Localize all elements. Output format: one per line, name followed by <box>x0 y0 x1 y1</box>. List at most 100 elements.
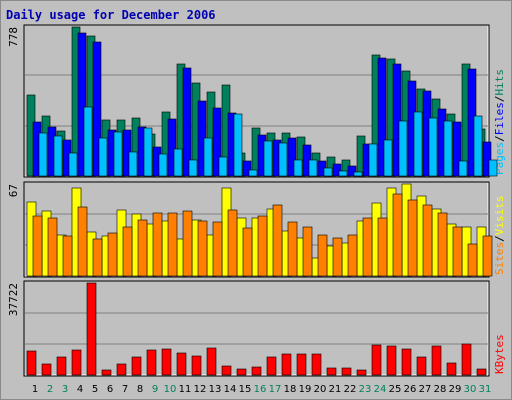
bar-sites-day-18 <box>287 221 298 277</box>
x-label-day-15: 15 <box>239 384 252 395</box>
panel-visits-sites: 67 Sites/Visits <box>7 181 506 278</box>
legend-hits-files-pages: Pages/Files/Hits <box>493 69 506 175</box>
bar-pages-day-16 <box>263 140 273 177</box>
bar-sites-day-28 <box>437 212 448 277</box>
bar-sites-day-19 <box>302 226 313 277</box>
bar-kbytes-day-17 <box>266 356 277 376</box>
bar-kbytes-day-15 <box>236 368 247 376</box>
bar-sites-day-3 <box>62 235 73 277</box>
x-label-day-23: 23 <box>359 384 372 395</box>
bar-pages-day-30 <box>473 115 483 177</box>
bar-sites-day-21 <box>332 237 343 277</box>
legend-visits-sites: Sites/Visits <box>493 196 506 276</box>
bar-pages-day-10 <box>173 148 183 177</box>
bar-pages-day-1 <box>38 132 48 177</box>
bar-sites-day-23 <box>362 217 373 277</box>
bar-sites-day-6 <box>107 232 118 277</box>
x-label-day-20: 20 <box>314 384 327 395</box>
bar-kbytes-day-7 <box>116 363 127 376</box>
bar-sites-day-17 <box>272 204 283 277</box>
legend-entry: / <box>493 135 506 142</box>
bar-files-day-22 <box>347 165 357 177</box>
bar-kbytes-day-22 <box>341 367 352 376</box>
bar-sites-day-20 <box>317 234 328 277</box>
x-label-day-31: 31 <box>479 384 492 395</box>
bar-kbytes-day-13 <box>206 347 217 376</box>
bar-pages-day-6 <box>113 131 123 177</box>
bar-sites-day-15 <box>242 227 253 277</box>
x-label-day-19: 19 <box>299 384 312 395</box>
bar-pages-day-28 <box>443 120 453 177</box>
bar-sites-day-7 <box>122 226 133 277</box>
bar-sites-day-2 <box>47 217 58 277</box>
plot-area <box>23 280 490 377</box>
bar-files-day-15 <box>242 160 252 177</box>
bar-sites-day-25 <box>392 193 403 277</box>
bar-pages-day-18 <box>293 159 303 177</box>
bar-kbytes-day-9 <box>146 349 157 376</box>
x-label-day-27: 27 <box>419 384 432 395</box>
bar-sites-day-10 <box>167 212 178 277</box>
x-label-day-5: 5 <box>92 384 98 395</box>
legend-entry: Files <box>493 102 506 135</box>
bar-sites-day-8 <box>137 219 148 277</box>
bar-pages-day-22 <box>353 171 363 177</box>
bar-files-day-18 <box>287 137 297 177</box>
bar-sites-day-9 <box>152 212 163 277</box>
x-label-day-11: 11 <box>179 384 192 395</box>
x-label-day-30: 30 <box>464 384 477 395</box>
bar-kbytes-day-26 <box>401 348 412 376</box>
x-label-day-12: 12 <box>194 384 207 395</box>
bar-pages-day-20 <box>323 167 333 177</box>
legend-entry: KBytes <box>493 334 506 374</box>
bar-pages-day-5 <box>98 137 108 177</box>
bar-pages-day-8 <box>143 127 153 177</box>
x-label-day-13: 13 <box>209 384 222 395</box>
bar-kbytes-day-21 <box>326 367 337 376</box>
bar-kbytes-day-3 <box>56 356 67 376</box>
bar-pages-day-21 <box>338 170 348 177</box>
bar-files-day-21 <box>332 163 342 177</box>
x-label-day-24: 24 <box>374 384 387 395</box>
bar-kbytes-day-14 <box>221 365 232 376</box>
x-label-day-16: 16 <box>254 384 267 395</box>
bar-kbytes-day-8 <box>131 356 142 376</box>
bar-pages-day-9 <box>158 153 168 177</box>
x-label-day-14: 14 <box>224 384 237 395</box>
bar-kbytes-day-30 <box>461 343 472 376</box>
bar-pages-day-23 <box>368 143 378 177</box>
x-label-day-7: 7 <box>122 384 128 395</box>
bar-pages-day-4 <box>83 106 93 177</box>
bar-sites-day-22 <box>347 234 358 277</box>
bar-sites-day-11 <box>182 210 193 277</box>
x-label-day-2: 2 <box>47 384 53 395</box>
panel-kbytes: 37722 KBytes <box>7 280 506 377</box>
x-label-day-4: 4 <box>77 384 83 395</box>
bar-pages-day-26 <box>413 111 423 177</box>
bar-kbytes-day-5 <box>86 282 97 376</box>
x-label-day-21: 21 <box>329 384 342 395</box>
bar-sites-day-24 <box>377 217 388 277</box>
legend-entry: Hits <box>493 69 506 96</box>
bar-sites-day-14 <box>227 209 238 277</box>
panel-hits-files-pages: 778 Pages/Files/Hits <box>7 24 506 178</box>
bar-kbytes-day-6 <box>101 369 112 376</box>
y-max-label: 778 <box>7 27 20 47</box>
x-label-day-26: 26 <box>404 384 417 395</box>
x-label-day-22: 22 <box>344 384 357 395</box>
bar-pages-day-14 <box>233 113 243 177</box>
bar-pages-day-27 <box>428 117 438 177</box>
legend-entry: Sites <box>493 242 506 275</box>
x-label-day-17: 17 <box>269 384 282 395</box>
bar-kbytes-day-28 <box>431 345 442 376</box>
bar-kbytes-day-27 <box>416 356 427 376</box>
x-label-day-18: 18 <box>284 384 297 395</box>
bar-sites-day-13 <box>212 221 223 277</box>
bar-files-day-25 <box>392 63 402 177</box>
bar-pages-day-15 <box>248 169 258 177</box>
x-label-day-8: 8 <box>137 384 143 395</box>
bar-kbytes-day-20 <box>311 353 322 376</box>
chart-title: Daily usage for December 2006 <box>6 8 216 22</box>
bar-files-day-4 <box>77 32 87 177</box>
